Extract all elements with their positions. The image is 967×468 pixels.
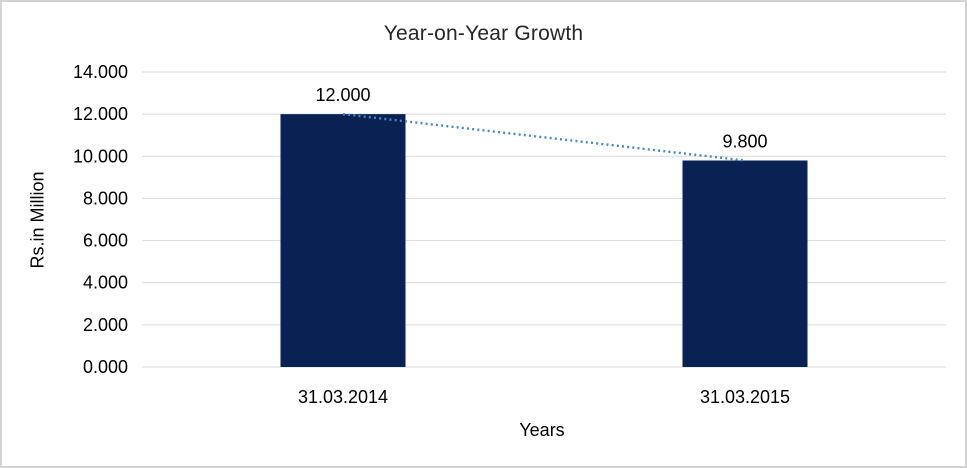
y-tick-label: 12.000 xyxy=(73,104,128,124)
y-tick-label: 14.000 xyxy=(73,62,128,82)
y-tick-label: 2.000 xyxy=(83,315,128,335)
x-axis-title: Years xyxy=(519,420,565,440)
bar-data-label: 9.800 xyxy=(722,132,767,152)
y-tick-label: 4.000 xyxy=(83,273,128,293)
x-category-label: 31.03.2015 xyxy=(700,387,790,407)
y-tick-label: 10.000 xyxy=(73,146,128,166)
x-category-label: 31.03.2014 xyxy=(298,387,388,407)
bar-data-label: 12.000 xyxy=(315,85,370,105)
bar xyxy=(280,114,406,368)
chart-title: Year-on-Year Growth xyxy=(383,22,584,45)
y-tick-label: 8.000 xyxy=(83,188,128,208)
bar xyxy=(682,160,808,367)
y-tick-label: 6.000 xyxy=(83,231,128,251)
y-tick-label: 0.000 xyxy=(83,357,128,377)
